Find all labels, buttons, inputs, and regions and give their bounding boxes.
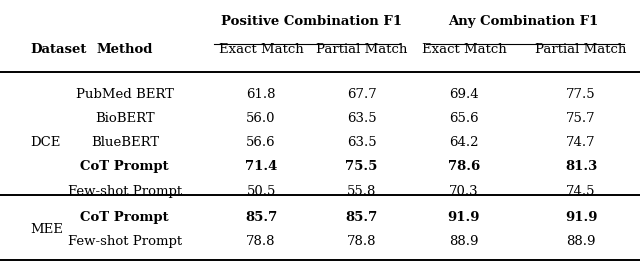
Text: 50.5: 50.5 bbox=[246, 185, 276, 198]
Text: 81.3: 81.3 bbox=[565, 160, 597, 174]
Text: 56.6: 56.6 bbox=[246, 136, 276, 149]
Text: 69.4: 69.4 bbox=[449, 87, 479, 101]
Text: 88.9: 88.9 bbox=[566, 235, 596, 249]
Text: 75.7: 75.7 bbox=[566, 112, 596, 125]
Text: BioBERT: BioBERT bbox=[95, 112, 155, 125]
Text: 63.5: 63.5 bbox=[347, 136, 376, 149]
Text: 75.5: 75.5 bbox=[346, 160, 378, 174]
Text: CoT Prompt: CoT Prompt bbox=[81, 160, 169, 174]
Text: 70.3: 70.3 bbox=[449, 185, 479, 198]
Text: 78.8: 78.8 bbox=[246, 235, 276, 249]
Text: DCE: DCE bbox=[31, 136, 61, 149]
Text: BlueBERT: BlueBERT bbox=[91, 136, 159, 149]
Text: Exact Match: Exact Match bbox=[422, 43, 506, 56]
Text: CoT Prompt: CoT Prompt bbox=[81, 211, 169, 224]
Text: Any Combination F1: Any Combination F1 bbox=[448, 15, 598, 28]
Text: Exact Match: Exact Match bbox=[219, 43, 303, 56]
Text: 85.7: 85.7 bbox=[346, 211, 378, 224]
Text: 64.2: 64.2 bbox=[449, 136, 479, 149]
Text: PubMed BERT: PubMed BERT bbox=[76, 87, 173, 101]
Text: 56.0: 56.0 bbox=[246, 112, 276, 125]
Text: Dataset: Dataset bbox=[31, 43, 87, 56]
Text: 61.8: 61.8 bbox=[246, 87, 276, 101]
Text: 74.5: 74.5 bbox=[566, 185, 596, 198]
Text: 77.5: 77.5 bbox=[566, 87, 596, 101]
Text: 91.9: 91.9 bbox=[448, 211, 480, 224]
Text: 88.9: 88.9 bbox=[449, 235, 479, 249]
Text: Positive Combination F1: Positive Combination F1 bbox=[221, 15, 402, 28]
Text: Few-shot Prompt: Few-shot Prompt bbox=[68, 235, 182, 249]
Text: Partial Match: Partial Match bbox=[316, 43, 407, 56]
Text: 78.6: 78.6 bbox=[448, 160, 480, 174]
Text: 63.5: 63.5 bbox=[347, 112, 376, 125]
Text: 71.4: 71.4 bbox=[245, 160, 277, 174]
Text: 67.7: 67.7 bbox=[347, 87, 376, 101]
Text: Few-shot Prompt: Few-shot Prompt bbox=[68, 185, 182, 198]
Text: Method: Method bbox=[97, 43, 153, 56]
Text: 55.8: 55.8 bbox=[347, 185, 376, 198]
Text: 78.8: 78.8 bbox=[347, 235, 376, 249]
Text: 74.7: 74.7 bbox=[566, 136, 596, 149]
Text: MEE: MEE bbox=[31, 223, 63, 236]
Text: 65.6: 65.6 bbox=[449, 112, 479, 125]
Text: Partial Match: Partial Match bbox=[536, 43, 627, 56]
Text: 85.7: 85.7 bbox=[245, 211, 277, 224]
Text: 91.9: 91.9 bbox=[565, 211, 597, 224]
